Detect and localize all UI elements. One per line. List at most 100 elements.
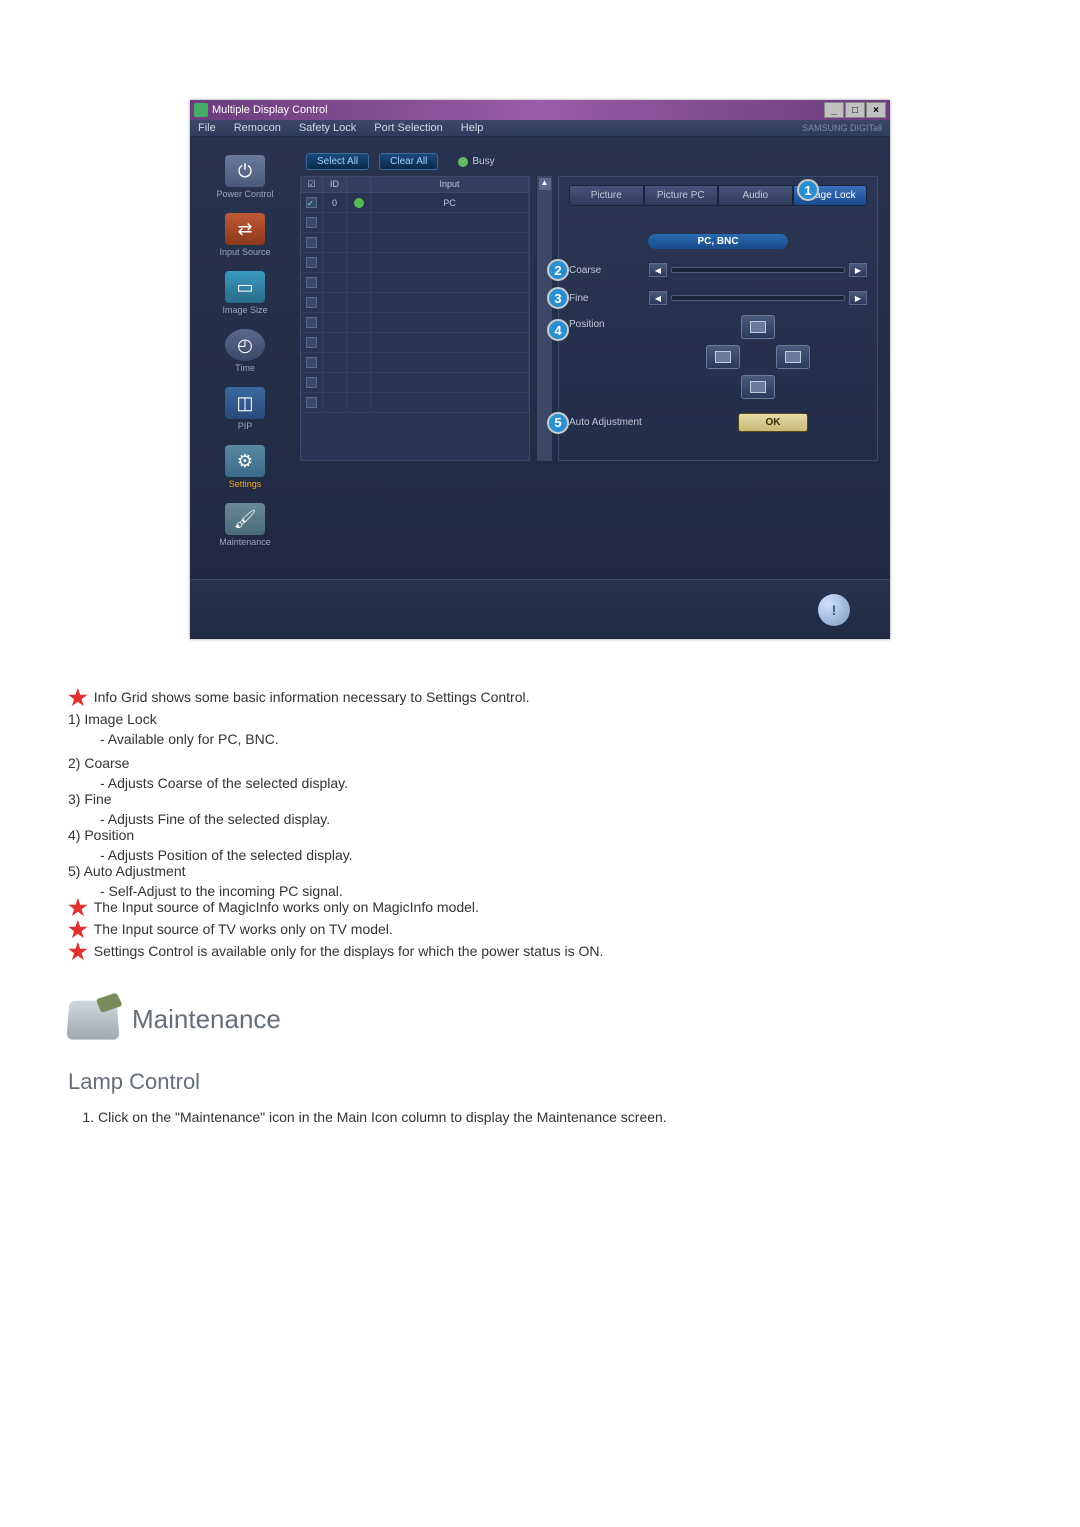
fine-row: 3 Fine ◀ ▶ [569, 291, 867, 305]
grid-row[interactable] [301, 393, 529, 413]
close-button[interactable]: × [866, 102, 886, 118]
minimize-button[interactable]: _ [824, 102, 844, 118]
pos-right-button[interactable] [776, 345, 810, 369]
ok-button[interactable]: OK [738, 413, 808, 432]
lamp-steps: Click on the "Maintenance" icon in the M… [68, 1109, 1012, 1125]
row-checkbox[interactable] [306, 357, 317, 368]
item-3-sub: - Adjusts Fine of the selected display. [68, 811, 1012, 827]
grid-row[interactable] [301, 353, 529, 373]
clear-all-button[interactable]: Clear All [379, 153, 438, 170]
item-1-sub: - Available only for PC, BNC. [68, 731, 1012, 747]
row-checkbox[interactable] [306, 257, 317, 268]
pos-down-button[interactable] [741, 375, 775, 399]
panel-tabs: Picture Picture PC Audio Image Lock [569, 185, 867, 206]
item-1: 1) Image Lock [68, 711, 1012, 727]
brand-label: SAMSUNG DIGITall [802, 123, 882, 133]
coarse-label: Coarse [569, 265, 649, 276]
lamp-step-1: Click on the "Maintenance" icon in the M… [98, 1109, 1012, 1125]
coarse-inc[interactable]: ▶ [849, 263, 867, 277]
section-title: Maintenance [132, 1004, 281, 1035]
grid-row[interactable] [301, 253, 529, 273]
item-5: 5) Auto Adjustment [68, 863, 1012, 879]
titlebar: Multiple Display Control _ □ × [190, 100, 890, 120]
position-label: Position [569, 319, 649, 330]
pos-up-icon [750, 321, 766, 333]
sidebar-pip[interactable]: ◫PIP [196, 387, 294, 431]
row-checkbox[interactable] [306, 237, 317, 248]
panel-subheader: PC, BNC [648, 234, 788, 249]
info-icon: ! [818, 594, 850, 626]
row-checkbox[interactable] [306, 277, 317, 288]
sidebar-label: Power Control [196, 189, 294, 199]
auto-adjust-label: Auto Adjustment [569, 417, 679, 428]
busy-indicator: Busy [458, 156, 494, 167]
content-split: ☑ ID Input 0PC ▲ 1 Picture Picture PC Au… [300, 176, 878, 461]
grid-row[interactable] [301, 213, 529, 233]
star-icon: ★ [68, 689, 88, 707]
window-title: Multiple Display Control [212, 104, 328, 116]
callout-3: 3 [547, 287, 569, 309]
col-check: ☑ [301, 177, 323, 192]
grid-row[interactable] [301, 333, 529, 353]
col-input: Input [371, 177, 529, 192]
sidebar-settings[interactable]: ⚙Settings [196, 445, 294, 489]
fine-track[interactable] [671, 295, 845, 301]
maximize-button[interactable]: □ [845, 102, 865, 118]
star-icon: ★ [68, 943, 88, 961]
app-window: Multiple Display Control _ □ × File Remo… [190, 100, 890, 639]
tab-audio[interactable]: Audio [718, 185, 793, 206]
row-checkbox[interactable] [306, 297, 317, 308]
sidebar-time[interactable]: ◴Time [196, 329, 294, 373]
status-bar: ! [190, 579, 890, 639]
grid-row[interactable]: 0PC [301, 193, 529, 213]
pos-up-button[interactable] [741, 315, 775, 339]
fine-inc[interactable]: ▶ [849, 291, 867, 305]
coarse-track[interactable] [671, 267, 845, 273]
menu-remocon[interactable]: Remocon [234, 122, 281, 134]
row-checkbox[interactable] [306, 397, 317, 408]
grid-row[interactable] [301, 293, 529, 313]
menu-help[interactable]: Help [461, 122, 484, 134]
busy-icon [458, 157, 468, 167]
settings-panel: 1 Picture Picture PC Audio Image Lock PC… [558, 176, 878, 461]
sidebar-label: PIP [196, 421, 294, 431]
col-status [347, 177, 371, 192]
info-grid: ☑ ID Input 0PC [300, 176, 530, 461]
row-checkbox[interactable] [306, 337, 317, 348]
coarse-row: 2 Coarse ◀ ▶ [569, 263, 867, 277]
grid-row[interactable] [301, 233, 529, 253]
documentation: ★Info Grid shows some basic information … [60, 689, 1020, 1125]
row-checkbox[interactable] [306, 377, 317, 388]
coarse-dec[interactable]: ◀ [649, 263, 667, 277]
note-info-grid: ★Info Grid shows some basic information … [68, 689, 1012, 707]
grid-row[interactable] [301, 373, 529, 393]
menu-port-selection[interactable]: Port Selection [374, 122, 442, 134]
item-3: 3) Fine [68, 791, 1012, 807]
row-checkbox[interactable] [306, 217, 317, 228]
grid-row[interactable] [301, 273, 529, 293]
tab-picture[interactable]: Picture [569, 185, 644, 206]
pos-left-icon [715, 351, 731, 363]
menu-safety-lock[interactable]: Safety Lock [299, 122, 356, 134]
sidebar-power-control[interactable]: ⏻Power Control [196, 155, 294, 199]
callout-4: 4 [547, 319, 569, 341]
sidebar: ⏻Power Control ⇄Input Source ▭Image Size… [190, 137, 300, 579]
row-checkbox[interactable] [306, 317, 317, 328]
pos-down-icon [750, 381, 766, 393]
fine-dec[interactable]: ◀ [649, 291, 667, 305]
sidebar-input-source[interactable]: ⇄Input Source [196, 213, 294, 257]
star-icon: ★ [68, 921, 88, 939]
grid-row[interactable] [301, 313, 529, 333]
menubar: File Remocon Safety Lock Port Selection … [190, 120, 890, 137]
note-power: ★Settings Control is available only for … [68, 943, 1012, 961]
auto-adjust-row: 5 Auto Adjustment OK [569, 413, 867, 432]
toolbar: Select All Clear All Busy [300, 153, 878, 170]
menu-file[interactable]: File [198, 122, 216, 134]
sidebar-maintenance[interactable]: 🖌Maintenance [196, 503, 294, 547]
row-checkbox[interactable] [306, 197, 317, 208]
sidebar-image-size[interactable]: ▭Image Size [196, 271, 294, 315]
pos-left-button[interactable] [706, 345, 740, 369]
scroll-up-icon[interactable]: ▲ [539, 178, 551, 190]
tab-picture-pc[interactable]: Picture PC [644, 185, 719, 206]
select-all-button[interactable]: Select All [306, 153, 369, 170]
